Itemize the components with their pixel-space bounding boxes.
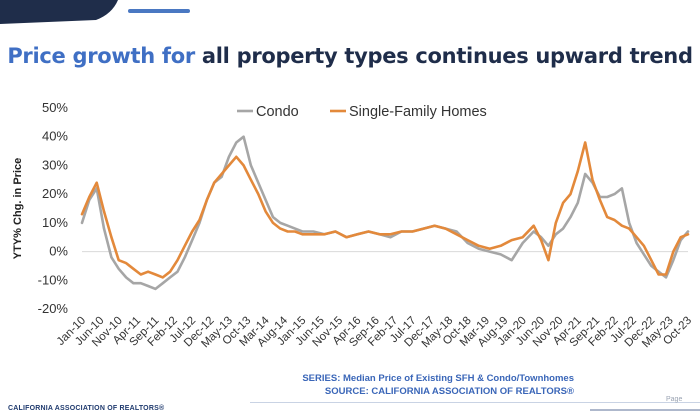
footer-rule	[250, 402, 700, 403]
footer-dash	[590, 409, 700, 411]
source-note: SERIES: Median Price of Existing SFH & C…	[302, 372, 574, 398]
legend-label-condo: Condo	[256, 104, 299, 120]
source-line: SOURCE: CALIFORNIA ASSOCIATION OF REALTO…	[324, 386, 574, 397]
y-tick-label: 40%	[42, 129, 68, 144]
page-title: Price growth for all property types cont…	[0, 44, 700, 68]
y-axis-label: YTY% Chg. in Price	[12, 158, 24, 259]
y-tick-label: 50%	[42, 100, 68, 115]
y-tick-label: 10%	[42, 215, 68, 230]
org-label: CALIFORNIA ASSOCIATION OF REALTORS®	[8, 405, 165, 412]
series-line-single-family	[80, 141, 690, 279]
title-rest: all property types continues upward tren…	[194, 44, 693, 68]
header-accent-bar	[128, 9, 190, 13]
y-tick-label: 20%	[42, 186, 68, 201]
y-tick-label: -20%	[38, 301, 69, 316]
page-label: Page	[666, 396, 683, 403]
series-note: SERIES: Median Price of Existing SFH & C…	[302, 373, 574, 384]
legend-label-single-family: Single-Family Homes	[349, 104, 487, 120]
y-tick-label: 0%	[49, 244, 68, 259]
y-tick-label: 30%	[42, 157, 68, 172]
corner-decoration	[0, 0, 118, 24]
title-lead: Price growth for	[7, 44, 195, 68]
y-tick-label: -10%	[38, 272, 69, 287]
